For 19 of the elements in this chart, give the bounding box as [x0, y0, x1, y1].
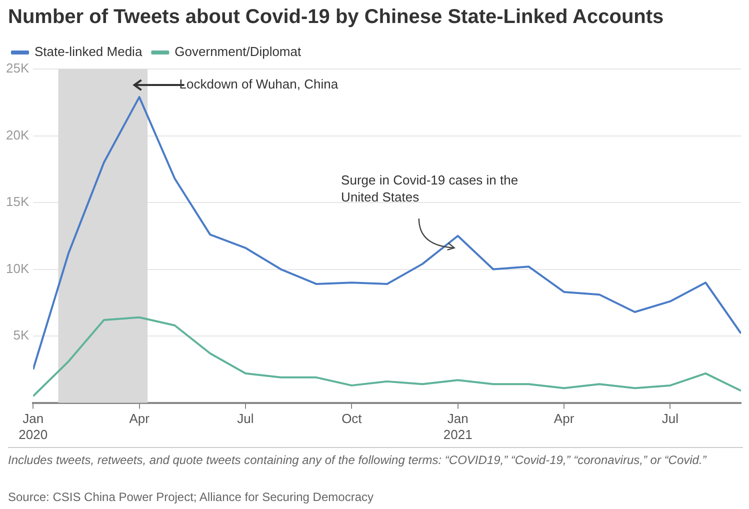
legend-label: State-linked Media	[34, 44, 143, 60]
annotation: Surge in Covid-19 cases in the United States	[341, 172, 518, 205]
x-tick-label: Oct	[342, 411, 362, 426]
y-tick-label: 5K	[13, 328, 30, 343]
text: Includes tweets, retweets, and quote tweets containing any of the following terms: “COVID19,” “Covid-19,” “coronavirus,” or “Covid.”	[8, 452, 708, 468]
x-tick-label: Jan 2020	[18, 411, 48, 442]
y-tick-label: 20K	[6, 127, 30, 142]
source-note: Source: CSIS China Power Project; Alliance for Securing Democracy	[8, 490, 374, 504]
x-tick-label: Jan 2021	[443, 411, 472, 442]
annotation: Lockdown of Wuhan, China	[179, 76, 339, 92]
chart-title: Number of Tweets about Covid-19 by Chinese State-Linked Accounts	[8, 6, 664, 29]
y-tick-label: 25K	[6, 60, 30, 76]
y-tick-label: 10K	[6, 260, 30, 276]
x-tick-label: Apr	[554, 411, 575, 426]
legend-label: Government/Diplomat	[174, 44, 302, 60]
x-tick-label: Jul	[237, 411, 254, 426]
x-tick-label: Apr	[129, 411, 150, 426]
y-tick-label: 15K	[6, 194, 30, 210]
x-tick-label: Jul	[662, 411, 679, 426]
